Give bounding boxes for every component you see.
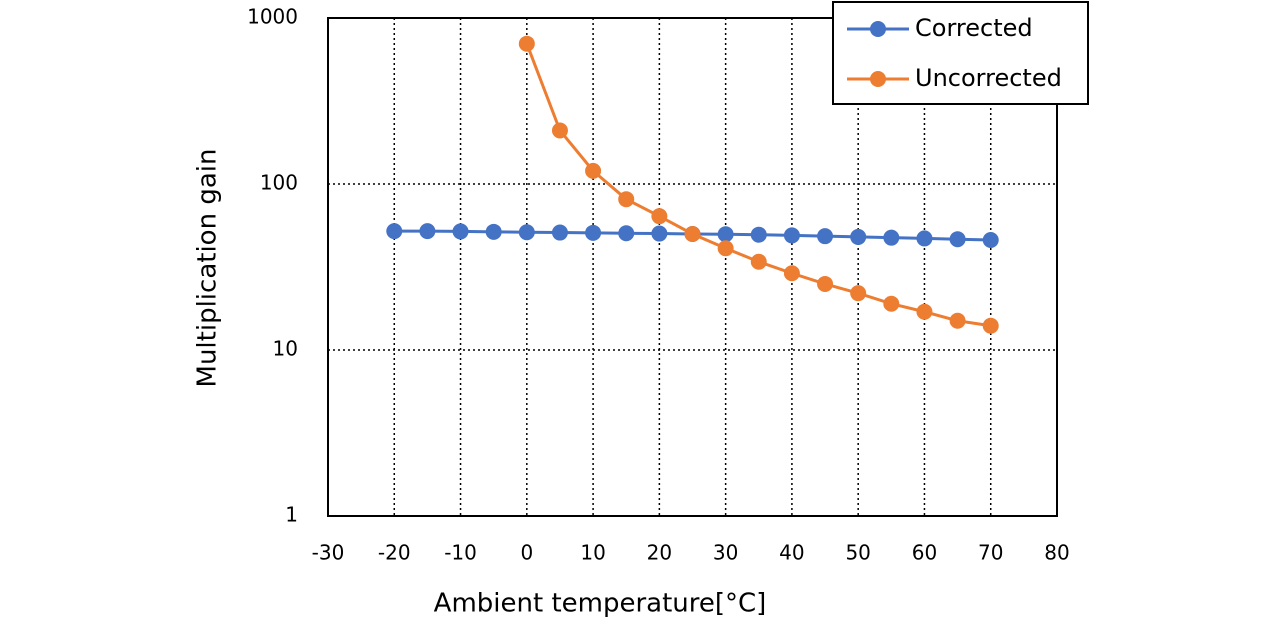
data-point bbox=[750, 253, 767, 270]
data-point bbox=[949, 312, 966, 329]
data-point bbox=[618, 225, 635, 242]
data-point bbox=[783, 265, 800, 282]
data-point bbox=[850, 285, 867, 302]
legend-label: Corrected bbox=[915, 14, 1033, 42]
data-point bbox=[518, 35, 535, 52]
y-axis-label: Multiplication gain bbox=[193, 149, 223, 388]
data-point bbox=[783, 227, 800, 244]
data-point bbox=[585, 162, 602, 179]
data-point bbox=[982, 317, 999, 334]
data-point bbox=[850, 228, 867, 245]
x-tick-label: 0 bbox=[520, 541, 533, 565]
x-tick-label: 60 bbox=[912, 541, 937, 565]
data-point bbox=[585, 224, 602, 241]
data-point bbox=[949, 231, 966, 248]
x-tick-label: 50 bbox=[845, 541, 870, 565]
legend-box bbox=[832, 1, 1089, 105]
data-point bbox=[717, 226, 734, 243]
data-point bbox=[717, 240, 734, 257]
data-point bbox=[419, 223, 436, 240]
x-tick-label: 10 bbox=[580, 541, 605, 565]
data-point bbox=[651, 225, 668, 242]
legend-label: Uncorrected bbox=[915, 64, 1062, 92]
x-tick-label: -10 bbox=[444, 541, 477, 565]
data-point bbox=[485, 223, 502, 240]
data-point bbox=[551, 224, 568, 241]
data-point bbox=[817, 275, 834, 292]
y-tick-label: 1000 bbox=[247, 5, 298, 29]
data-point bbox=[982, 231, 999, 248]
data-point bbox=[684, 225, 701, 242]
x-tick-label: 20 bbox=[647, 541, 672, 565]
data-point bbox=[883, 295, 900, 312]
y-tick-label: 100 bbox=[260, 171, 298, 195]
y-tick-label: 1 bbox=[285, 503, 298, 527]
data-point bbox=[651, 208, 668, 225]
legend: Corrected Uncorrected bbox=[832, 1, 1089, 105]
y-tick-label: 10 bbox=[273, 337, 298, 361]
data-point bbox=[551, 122, 568, 139]
x-tick-label: 80 bbox=[1044, 541, 1069, 565]
x-tick-label: -20 bbox=[378, 541, 411, 565]
data-point bbox=[518, 224, 535, 241]
data-point bbox=[618, 191, 635, 208]
legend-marker bbox=[870, 71, 886, 87]
data-point bbox=[750, 226, 767, 243]
data-point bbox=[916, 230, 933, 247]
data-point bbox=[916, 303, 933, 320]
x-tick-label: -30 bbox=[312, 541, 345, 565]
x-tick-label: 30 bbox=[713, 541, 738, 565]
data-point bbox=[386, 223, 403, 240]
x-tick-label: 70 bbox=[978, 541, 1003, 565]
data-point bbox=[883, 229, 900, 246]
data-point bbox=[452, 223, 469, 240]
x-axis-label: Ambient temperature[°C] bbox=[434, 589, 767, 619]
x-tick-label: 40 bbox=[779, 541, 804, 565]
plot-frame bbox=[327, 17, 1058, 517]
data-point bbox=[817, 228, 834, 245]
legend-marker bbox=[870, 21, 886, 37]
